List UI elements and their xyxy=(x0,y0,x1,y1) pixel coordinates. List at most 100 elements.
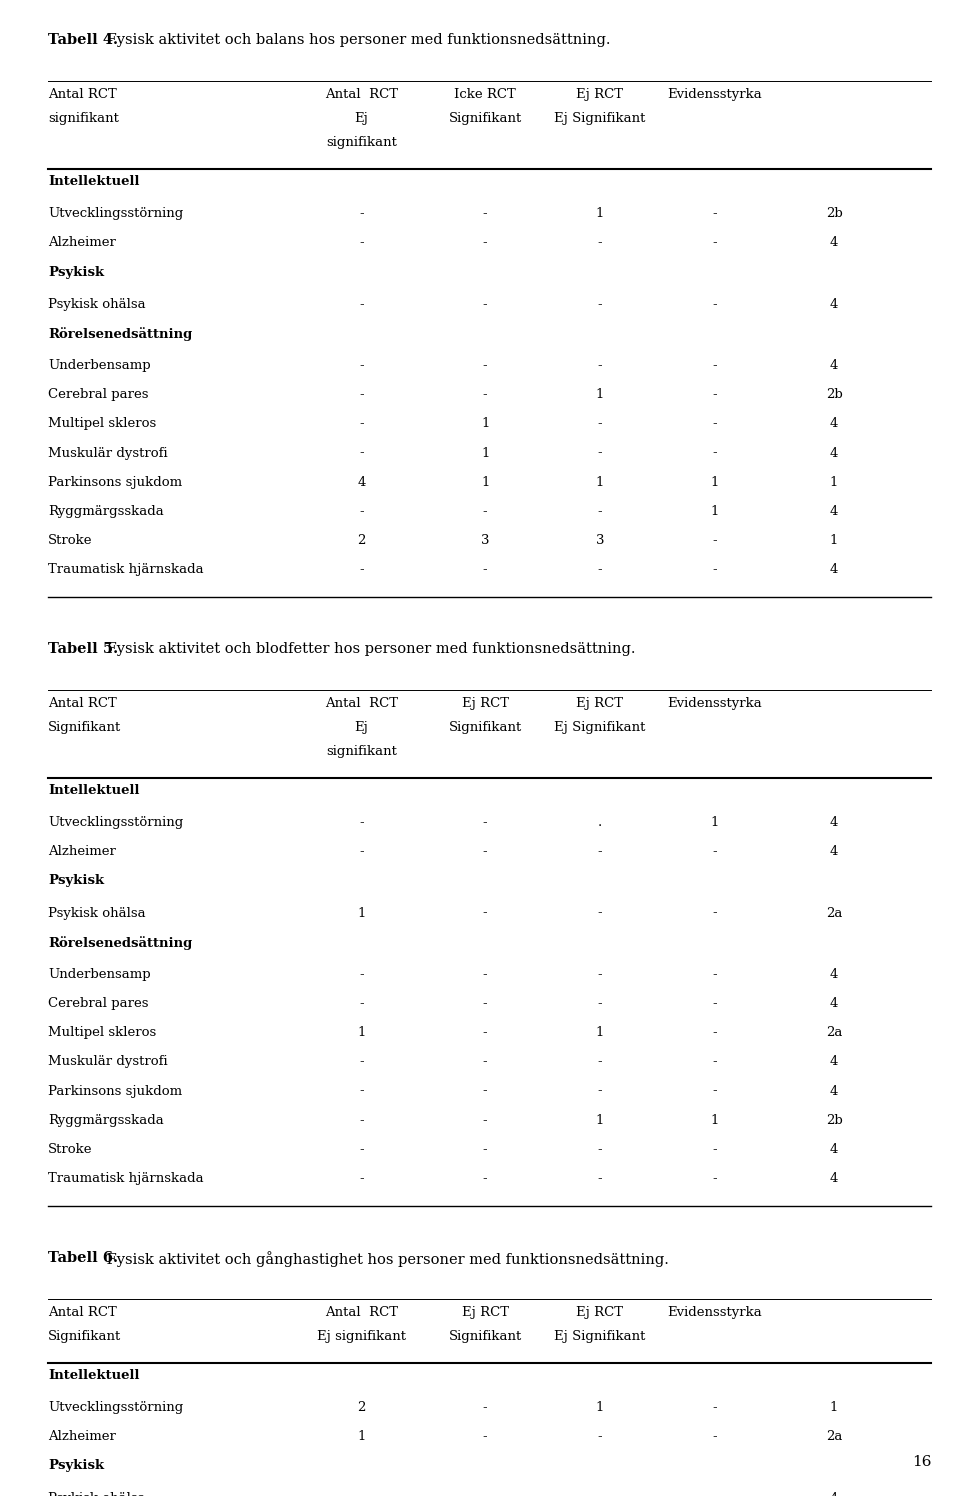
Text: Parkinsons sjukdom: Parkinsons sjukdom xyxy=(48,1085,182,1098)
Text: -: - xyxy=(483,968,488,981)
Text: -: - xyxy=(712,996,717,1010)
Text: Multipel skleros: Multipel skleros xyxy=(48,1026,156,1040)
Text: -: - xyxy=(712,206,717,220)
Text: -: - xyxy=(712,236,717,250)
Text: Parkinsons sjukdom: Parkinsons sjukdom xyxy=(48,476,182,489)
Text: 2b: 2b xyxy=(826,1113,843,1126)
Text: Signifikant: Signifikant xyxy=(448,1330,522,1343)
Text: -: - xyxy=(359,815,364,829)
Text: -: - xyxy=(483,1055,488,1068)
Text: -: - xyxy=(598,845,602,859)
Text: 2b: 2b xyxy=(826,387,843,401)
Text: Signifikant: Signifikant xyxy=(48,721,121,735)
Text: Traumatisk hjärnskada: Traumatisk hjärnskada xyxy=(48,1171,204,1185)
Text: Ej Signifikant: Ej Signifikant xyxy=(554,1330,646,1343)
Text: -: - xyxy=(359,1085,364,1098)
Text: .: . xyxy=(598,815,602,829)
Text: 1: 1 xyxy=(481,476,490,489)
Text: signifikant: signifikant xyxy=(326,136,397,150)
Text: Ej RCT: Ej RCT xyxy=(577,697,623,711)
Text: -: - xyxy=(359,504,364,518)
Text: Ej Signifikant: Ej Signifikant xyxy=(554,112,646,126)
Text: Psykisk: Psykisk xyxy=(48,874,104,887)
Text: Evidensstyrka: Evidensstyrka xyxy=(667,1306,762,1319)
Text: -: - xyxy=(359,1055,364,1068)
Text: 16: 16 xyxy=(912,1456,931,1469)
Text: -: - xyxy=(712,1400,717,1414)
Text: -: - xyxy=(712,1085,717,1098)
Text: Ej RCT: Ej RCT xyxy=(577,88,623,102)
Text: Signifikant: Signifikant xyxy=(448,112,522,126)
Text: 1: 1 xyxy=(829,476,838,489)
Text: Alzheimer: Alzheimer xyxy=(48,845,116,859)
Text: -: - xyxy=(712,359,717,373)
Text: Intellektuell: Intellektuell xyxy=(48,784,139,797)
Text: -: - xyxy=(598,1143,602,1156)
Text: -: - xyxy=(359,1113,364,1126)
Text: 1: 1 xyxy=(829,534,838,548)
Text: 1: 1 xyxy=(596,1400,604,1414)
Text: Utvecklingsstörning: Utvecklingsstörning xyxy=(48,1400,183,1414)
Text: signifikant: signifikant xyxy=(48,112,119,126)
Text: -: - xyxy=(712,1430,717,1444)
Text: 3: 3 xyxy=(596,534,604,548)
Text: -: - xyxy=(359,996,364,1010)
Text: Alzheimer: Alzheimer xyxy=(48,236,116,250)
Text: -: - xyxy=(598,446,602,459)
Text: 4: 4 xyxy=(829,996,838,1010)
Text: -: - xyxy=(712,845,717,859)
Text: -: - xyxy=(483,845,488,859)
Text: 4: 4 xyxy=(357,476,366,489)
Text: Antal  RCT: Antal RCT xyxy=(325,88,398,102)
Text: 4: 4 xyxy=(829,815,838,829)
Text: -: - xyxy=(483,206,488,220)
Text: 2a: 2a xyxy=(826,907,842,920)
Text: 4: 4 xyxy=(829,1055,838,1068)
Text: -: - xyxy=(598,359,602,373)
Text: 1: 1 xyxy=(596,1026,604,1040)
Text: 4: 4 xyxy=(829,417,838,431)
Text: -: - xyxy=(483,1026,488,1040)
Text: Ej RCT: Ej RCT xyxy=(462,697,509,711)
Text: Tabell 5.: Tabell 5. xyxy=(48,642,118,655)
Text: 1: 1 xyxy=(357,907,366,920)
Text: -: - xyxy=(712,387,717,401)
Text: Underbensamp: Underbensamp xyxy=(48,359,151,373)
Text: -: - xyxy=(598,907,602,920)
Text: -: - xyxy=(598,236,602,250)
Text: -: - xyxy=(483,907,488,920)
Text: -: - xyxy=(598,417,602,431)
Text: -: - xyxy=(359,562,364,576)
Text: Psykisk: Psykisk xyxy=(48,265,104,278)
Text: 4: 4 xyxy=(829,504,838,518)
Text: Ej RCT: Ej RCT xyxy=(462,1306,509,1319)
Text: -: - xyxy=(483,562,488,576)
Text: 4: 4 xyxy=(829,359,838,373)
Text: Muskulär dystrofi: Muskulär dystrofi xyxy=(48,446,168,459)
Text: -: - xyxy=(598,1430,602,1444)
Text: -: - xyxy=(712,562,717,576)
Text: Rörelsenedsättning: Rörelsenedsättning xyxy=(48,326,192,341)
Text: 4: 4 xyxy=(829,845,838,859)
Text: -: - xyxy=(483,1085,488,1098)
Text: Signifikant: Signifikant xyxy=(48,1330,121,1343)
Text: Psykisk ohälsa: Psykisk ohälsa xyxy=(48,298,146,311)
Text: Stroke: Stroke xyxy=(48,1143,92,1156)
Text: Traumatisk hjärnskada: Traumatisk hjärnskada xyxy=(48,562,204,576)
Text: 4: 4 xyxy=(829,1492,838,1496)
Text: -: - xyxy=(712,298,717,311)
Text: -: - xyxy=(598,504,602,518)
Text: 4: 4 xyxy=(829,236,838,250)
Text: -: - xyxy=(359,1143,364,1156)
Text: -: - xyxy=(483,1400,488,1414)
Text: Psykisk: Psykisk xyxy=(48,1459,104,1472)
Text: 1: 1 xyxy=(596,206,604,220)
Text: -: - xyxy=(483,298,488,311)
Text: Muskulär dystrofi: Muskulär dystrofi xyxy=(48,1055,168,1068)
Text: -: - xyxy=(598,996,602,1010)
Text: 2: 2 xyxy=(357,534,366,548)
Text: Ej Signifikant: Ej Signifikant xyxy=(554,721,646,735)
Text: Alzheimer: Alzheimer xyxy=(48,1430,116,1444)
Text: 4: 4 xyxy=(829,968,838,981)
Text: Psykisk ohälsa: Psykisk ohälsa xyxy=(48,1492,146,1496)
